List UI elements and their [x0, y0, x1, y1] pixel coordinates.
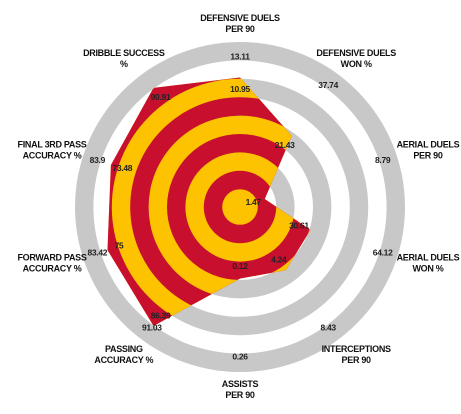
value-label: 90.91 [151, 92, 171, 102]
category-label: AERIAL DUELS [397, 252, 460, 262]
value-label: 86.39 [151, 311, 171, 321]
category-label: FINAL 3RD PASS [18, 139, 87, 149]
category-label: ASSISTS [222, 379, 259, 389]
category-label: INTERCEPTIONS [322, 344, 391, 354]
category-label: ACCURACY % [23, 263, 82, 273]
reference-label: 8.43 [320, 323, 336, 333]
reference-label: 83.42 [87, 248, 107, 258]
reference-label: 13.11 [230, 51, 250, 61]
category-label: AERIAL DUELS [397, 139, 460, 149]
category-label: WON % [412, 263, 443, 273]
value-label: 4.24 [271, 255, 287, 265]
category-label: ACCURACY % [94, 355, 153, 365]
reference-label: 83.9 [90, 155, 106, 165]
value-label: 73.48 [112, 163, 132, 173]
reference-label: 37.74 [318, 80, 338, 90]
category-label: WON % [341, 59, 372, 69]
category-label: FORWARD PASS [17, 252, 86, 262]
reference-label: 91.03 [142, 323, 162, 333]
category-label: PER 90 [342, 355, 372, 365]
value-label: 0.12 [232, 261, 248, 271]
category-label: PASSING [105, 344, 143, 354]
category-label: PER 90 [413, 150, 443, 160]
category-label: PER 90 [225, 390, 255, 400]
value-label: 10.95 [230, 84, 250, 94]
category-label: ACCURACY % [23, 150, 82, 160]
value-label: 30.61 [289, 220, 309, 230]
reference-label: 64.12 [373, 248, 393, 258]
category-label: % [120, 59, 128, 69]
fill-ring [222, 189, 258, 225]
category-label: DRIBBLE SUCCESS [83, 48, 165, 58]
value-label: 75 [114, 241, 123, 251]
category-label: PER 90 [225, 24, 255, 34]
value-label: 1.47 [246, 197, 262, 207]
value-label: 21.43 [275, 140, 295, 150]
category-label: DEFENSIVE DUELS [200, 13, 280, 23]
reference-label: 8.79 [375, 155, 391, 165]
category-label: DEFENSIVE DUELS [316, 48, 396, 58]
reference-label: 0.26 [232, 351, 248, 361]
